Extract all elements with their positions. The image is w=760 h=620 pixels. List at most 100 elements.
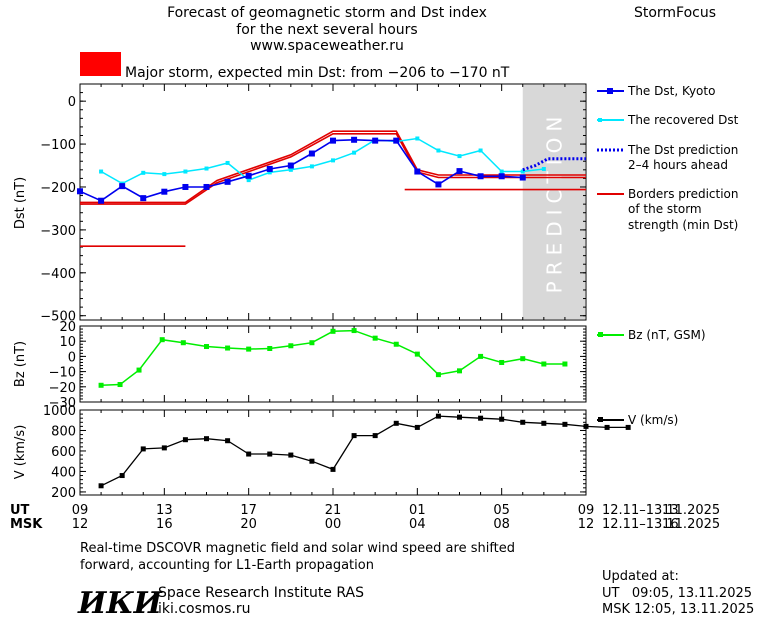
v-point [182,437,188,443]
msk-tick-label: 12 [72,517,89,532]
msk-tick-label: 16 [662,517,679,532]
recovered-dst-point [99,169,104,174]
v-ytick-label: 800 [51,424,76,439]
v-point [98,483,104,489]
kyoto-dst-point [498,173,505,180]
ut-tick-label: 05 [493,503,510,518]
updated-msk: MSK 12:05, 13.11.2025 [602,602,754,617]
msk-tick-label: 12 [578,517,595,532]
storm-level-swatch [80,52,121,76]
legend-borders-label-1: Borders prediction [628,187,739,201]
legend-recovered-marker [598,118,602,122]
ut-tick-label: 13 [662,503,679,518]
msk-tick-label: 08 [493,517,510,532]
v-point [267,451,273,457]
bz-ytick-label: −30 [49,396,76,411]
updated-label: Updated at: [602,569,679,584]
bz-point [562,361,568,367]
bz-point [98,382,104,388]
kyoto-dst-point [435,181,442,188]
kyoto-dst-point [182,183,189,190]
bz-ytick-label: −20 [49,381,76,396]
recovered-dst-point [436,148,441,153]
dst-ytick-label: −400 [40,267,76,282]
kyoto-dst-point [456,168,463,175]
ut-label: UT [10,503,30,518]
legend-kyoto-label: The Dst, Kyoto [627,84,715,98]
recovered-dst-point [246,178,251,183]
v-point [583,423,589,429]
msk-label: MSK [10,517,43,532]
legend-prediction-label-2: 2–4 hours ahead [628,158,728,172]
ut-tick-label: 21 [325,503,342,518]
legend-borders-label-3: strength (min Dst) [628,218,738,232]
prediction-zone [522,85,585,319]
kyoto-dst-point [203,183,210,190]
legend-borders-label-2: of the storm [628,202,702,216]
dst-ytick-label: −200 [40,181,76,196]
v-point [225,438,231,444]
footer-note-line-1: Real-time DSCOVR magnetic field and sola… [80,541,515,556]
kyoto-dst-point [414,168,421,175]
recovered-dst-point [478,148,483,153]
v-point [351,433,357,439]
v-axis-label: V (km/s) [13,425,28,480]
recovered-dst-line [100,137,544,185]
v-point [478,415,484,421]
ut-tick-label: 01 [409,503,426,518]
bz-point [457,368,462,374]
dst-ytick-label: −300 [40,224,76,239]
v-point [393,420,399,426]
kyoto-dst-point [330,137,336,144]
legend-kyoto-marker [607,88,613,94]
kyoto-dst-point [245,172,252,179]
legend-bz-marker [598,332,603,337]
bz-point [180,340,186,346]
bz-ytick-label: 20 [59,320,76,335]
legend-v-label: V (km/s) [628,413,678,427]
recovered-dst-point [183,169,188,174]
v-line [100,415,629,487]
title-line-1: Forecast of geomagnetic storm and Dst in… [167,5,487,21]
storm-focus-brand: StormFocus [634,5,716,21]
v-point [604,424,610,430]
v-point [499,416,505,422]
legend-bz-label: Bz (nT, GSM) [628,328,706,342]
dst-ytick-label: 0 [68,95,76,110]
recovered-dst-point [141,170,146,175]
ut-tick-label: 09 [578,503,595,518]
bz-point [267,345,273,351]
iki-logo: ИКИ [77,586,164,620]
recovered-dst-point [309,164,314,169]
recovered-dst-point [204,166,209,171]
msk-tick-label: 16 [156,517,173,532]
recovered-dst-point [499,169,504,174]
v-ytick-label: 200 [51,486,76,501]
org-name: Space Research Institute RAS [158,585,364,601]
bz-line [101,329,565,387]
kyoto-dst-line [79,138,523,202]
recovered-dst-point [520,169,525,174]
kyoto-dst-point [119,183,126,190]
bz-point [435,372,441,378]
v-point [330,466,336,472]
bz-point [351,328,357,334]
bz-point [330,328,336,334]
legend-prediction-label-1: The Dst prediction [627,143,738,157]
recovered-dst-point [331,158,335,163]
v-ytick-label: 400 [51,465,76,480]
recovered-dst-point [457,154,462,159]
v-ytick-label: 1000 [43,404,76,419]
dst-ytick-label: −500 [40,310,76,325]
bz-ytick-label: −10 [49,366,76,381]
v-point [372,433,378,439]
recovered-dst-point [352,150,357,155]
v-point [457,414,462,420]
v-point [204,436,209,442]
org-url[interactable]: iki.cosmos.ru [158,601,250,617]
bz-point [393,341,399,347]
bz-ytick-label: 10 [59,335,76,350]
ut-tick-label: 17 [240,503,257,518]
title-line-3-url[interactable]: www.spaceweather.ru [250,38,404,54]
